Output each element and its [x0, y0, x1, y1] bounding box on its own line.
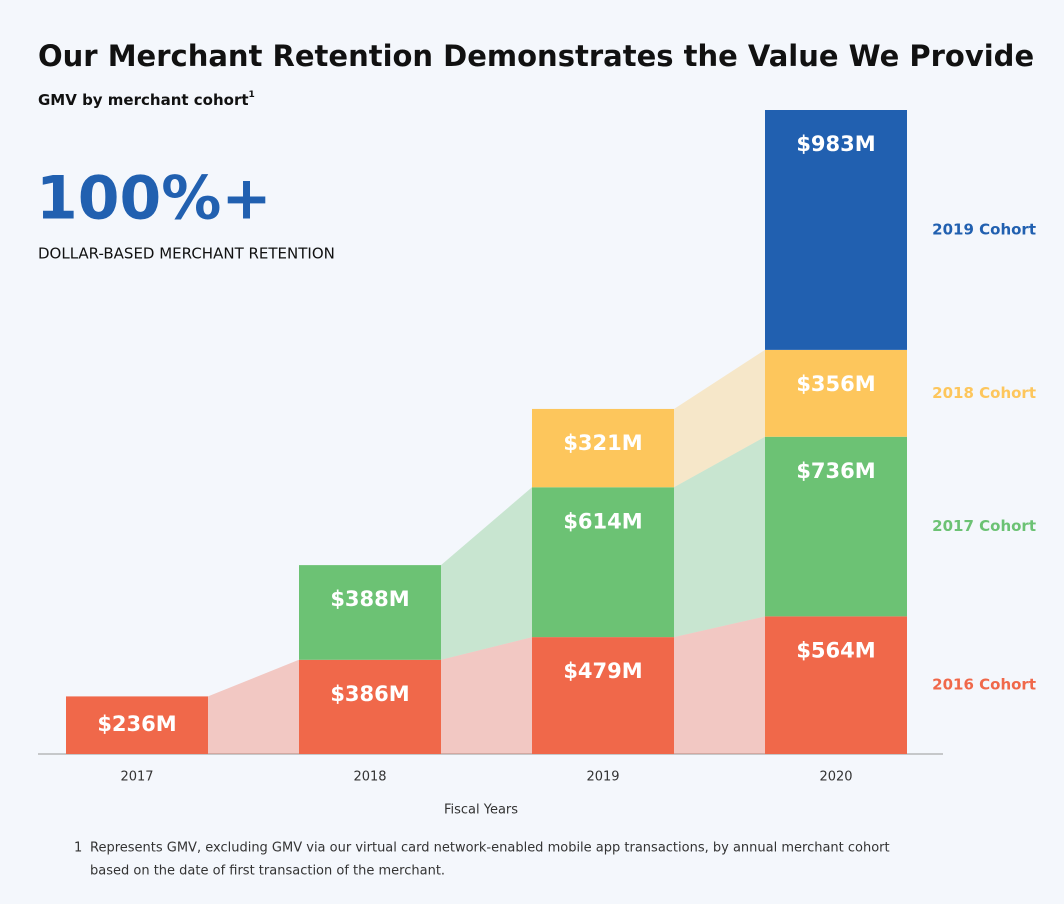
x-tick-label: 2017 [120, 770, 153, 785]
chart-title: Our Merchant Retention Demonstrates the … [38, 39, 1034, 73]
x-axis-label: Fiscal Years [444, 803, 518, 818]
legend-label: 2017 Cohort [932, 517, 1036, 535]
legend-label: 2016 Cohort [932, 676, 1036, 694]
data-label: $983M [796, 132, 875, 156]
x-tick-label: 2020 [819, 770, 852, 785]
bar-segment [299, 659, 441, 754]
connector-band [441, 637, 532, 754]
bar-segment [532, 487, 674, 638]
data-label: $736M [796, 459, 875, 483]
bar-segment [765, 349, 907, 437]
x-tick-label: 2018 [353, 770, 386, 785]
bar-segment [765, 110, 907, 350]
data-label: $321M [563, 431, 642, 455]
data-label: $479M [563, 659, 642, 683]
bar-segment [66, 696, 208, 754]
bar-segment [765, 436, 907, 617]
connector-band [674, 436, 765, 638]
bar-segment [299, 565, 441, 660]
connector-band [208, 659, 299, 754]
data-label: $388M [330, 587, 409, 611]
data-label: $564M [796, 638, 875, 662]
subtitle-note: 1 [249, 90, 255, 100]
data-label: $236M [97, 712, 176, 736]
footnote-line: Represents GMV, excluding GMV via our vi… [90, 841, 890, 856]
footnote-marker: 1 [74, 841, 82, 856]
chart-subtitle: GMV by merchant cohort1 [38, 90, 255, 109]
connector-band [674, 616, 765, 754]
bar-segment [532, 637, 674, 754]
headline: 100%+ [36, 164, 272, 234]
subtitle-text: GMV by merchant cohort [38, 91, 249, 109]
bar-segment [532, 408, 674, 488]
connector-band [441, 487, 532, 660]
connector-band [674, 349, 765, 488]
headline-caption: DOLLAR-BASED MERCHANT RETENTION [38, 245, 335, 263]
x-tick-label: 2019 [586, 770, 619, 785]
footnote-line: based on the date of first transaction o… [90, 864, 445, 879]
bar-segment [765, 616, 907, 754]
data-label: $356M [796, 372, 875, 396]
data-label: $614M [563, 509, 642, 533]
legend-label: 2019 Cohort [932, 220, 1036, 238]
legend-label: 2018 Cohort [932, 384, 1036, 402]
data-label: $386M [330, 682, 409, 706]
connector-layer [208, 349, 765, 754]
